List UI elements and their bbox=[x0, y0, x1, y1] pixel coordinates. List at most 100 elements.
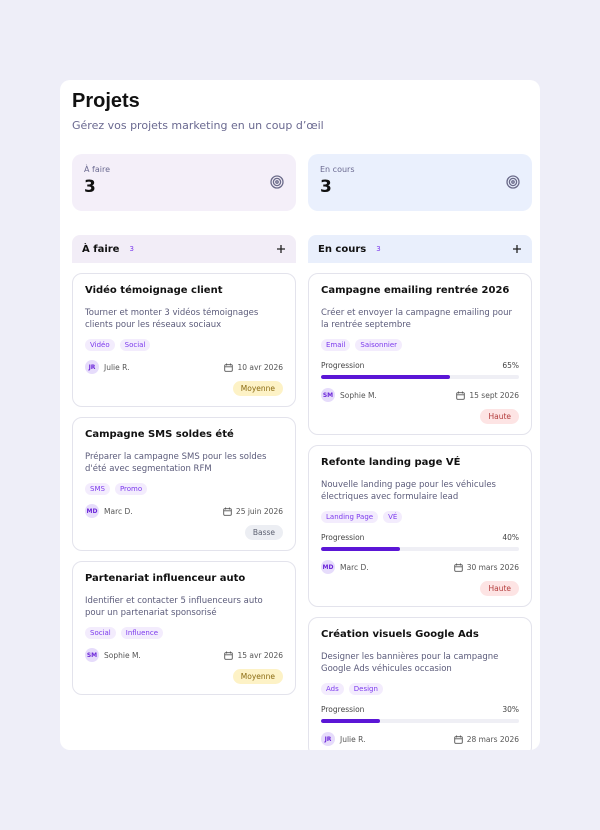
avatar: MD bbox=[85, 504, 99, 518]
tag: Ads bbox=[321, 683, 344, 695]
progress-row: Progression 65% bbox=[321, 361, 519, 370]
calendar-icon bbox=[453, 735, 463, 744]
assignee: Julie R. bbox=[104, 362, 130, 372]
tag: Landing Page bbox=[321, 511, 379, 523]
progress-label: 65% bbox=[502, 361, 519, 370]
calendar-icon bbox=[224, 651, 234, 660]
card-footer: SM Sophie M. 15 sept 2026 bbox=[321, 388, 519, 402]
calendar-icon bbox=[453, 563, 463, 572]
progress-label: 40% bbox=[502, 533, 519, 542]
avatar: SM bbox=[85, 648, 99, 662]
date-text: 30 mars 2026 bbox=[466, 562, 519, 572]
task-card[interactable]: Campagne SMS soldes été Préparer la campa… bbox=[72, 417, 296, 551]
avatar: MD bbox=[321, 560, 335, 574]
calendar-icon bbox=[224, 363, 234, 372]
card-footer: JR Julie R. 10 avr 2026 bbox=[85, 360, 283, 374]
card-footer: SM Sophie M. 15 avr 2026 bbox=[85, 648, 283, 662]
tags: Vidéo Social bbox=[85, 339, 283, 351]
assignee: Marc D. bbox=[104, 506, 133, 516]
progress-fill bbox=[321, 547, 401, 551]
priority-row: Haute bbox=[321, 581, 519, 596]
card-description: Préparer la campagne SMS pour les soldes… bbox=[85, 452, 267, 474]
avatar: SM bbox=[321, 388, 335, 402]
calendar-icon bbox=[456, 391, 466, 400]
task-card[interactable]: Partenariat influenceur auto Identifier e… bbox=[72, 561, 296, 695]
tag: Saisonnier bbox=[355, 339, 403, 351]
card-description: Designer les bannières pour la campagne … bbox=[321, 652, 499, 674]
progress-track bbox=[321, 547, 519, 551]
progress-fill bbox=[321, 719, 381, 723]
avatar: JR bbox=[85, 360, 99, 374]
stats: À faire 3 En cours 3 bbox=[72, 154, 532, 211]
stat-label: En cours bbox=[320, 165, 355, 174]
progress-title: Progression bbox=[321, 705, 365, 714]
tag: Social bbox=[119, 339, 151, 351]
card-title: Partenariat influenceur auto bbox=[85, 573, 246, 584]
progress-label: 30% bbox=[502, 705, 519, 714]
tag: VÉ bbox=[383, 511, 403, 523]
task-card[interactable]: Création visuels Google Ads Designer les … bbox=[308, 617, 532, 750]
due-date: 28 mars 2026 bbox=[453, 734, 519, 744]
date-text: 15 avr 2026 bbox=[237, 650, 283, 660]
assignee: Sophie M. bbox=[340, 390, 377, 400]
stat-card: En cours 3 bbox=[308, 154, 532, 211]
progress-title: Progression bbox=[321, 361, 365, 370]
assignee: Sophie M. bbox=[104, 650, 141, 660]
card-title: Vidéo témoignage client bbox=[85, 285, 223, 296]
count-badge: 3 bbox=[376, 245, 381, 253]
card-title: Campagne SMS soldes été bbox=[85, 429, 234, 440]
tag: Design bbox=[348, 683, 383, 695]
tags: Ads Design bbox=[321, 683, 519, 695]
subtitle: Gérez vos projets marketing en un coup d… bbox=[72, 119, 324, 132]
tag: Email bbox=[321, 339, 351, 351]
card-footer: MD Marc D. 25 juin 2026 bbox=[85, 504, 283, 518]
card-title: Campagne emailing rentrée 2026 bbox=[321, 285, 510, 296]
count-badge: 3 bbox=[129, 245, 134, 253]
task-card[interactable]: Campagne emailing rentrée 2026 Créer et e… bbox=[308, 273, 532, 435]
stat-value: 3 bbox=[320, 177, 332, 197]
tag: SMS bbox=[85, 483, 110, 495]
add-button[interactable] bbox=[512, 244, 522, 254]
column: En cours 3 Campagne emailing rentrée 2026 C… bbox=[308, 235, 532, 750]
target-icon bbox=[270, 175, 284, 189]
card-description: Tourner et monter 3 vidéos témoignages c… bbox=[85, 308, 259, 330]
due-date: 15 avr 2026 bbox=[224, 651, 283, 660]
card-title: Création visuels Google Ads bbox=[321, 629, 479, 640]
task-card[interactable]: Vidéo témoignage client Tourner et monter… bbox=[72, 273, 296, 407]
stat-card: À faire 3 bbox=[72, 154, 296, 211]
priority-row: Moyenne bbox=[85, 669, 283, 684]
due-date: 10 avr 2026 bbox=[224, 363, 283, 372]
progress-track bbox=[321, 375, 519, 379]
calendar-icon bbox=[223, 507, 232, 516]
card-description: Identifier et contacter 5 influenceurs a… bbox=[85, 596, 263, 618]
add-button[interactable] bbox=[276, 244, 286, 254]
priority-row: Haute bbox=[321, 409, 519, 424]
card-description: Créer et envoyer la campagne emailing po… bbox=[321, 308, 512, 330]
column-title: À faire bbox=[82, 243, 120, 255]
due-date: 15 sept 2026 bbox=[456, 391, 519, 400]
task-card[interactable]: Refonte landing page VÉ Nouvelle landing … bbox=[308, 445, 532, 607]
priority-badge: Haute bbox=[480, 581, 519, 596]
page-title: Projets bbox=[72, 90, 140, 112]
stat-value: 3 bbox=[84, 177, 96, 197]
due-date: 25 juin 2026 bbox=[223, 507, 283, 516]
date-text: 25 juin 2026 bbox=[235, 506, 283, 516]
card-title: Refonte landing page VÉ bbox=[321, 457, 461, 468]
card-footer: MD Marc D. 30 mars 2026 bbox=[321, 560, 519, 574]
assignee: Marc D. bbox=[340, 562, 369, 572]
column: À faire 3 Vidéo témoignage client Tourner e… bbox=[72, 235, 296, 750]
progress-row: Progression 40% bbox=[321, 533, 519, 542]
progress-row: Progression 30% bbox=[321, 705, 519, 714]
date-text: 28 mars 2026 bbox=[466, 734, 519, 744]
avatar: JR bbox=[321, 732, 335, 746]
column-title: En cours bbox=[318, 243, 367, 255]
tag: Influence bbox=[120, 627, 164, 639]
tag: Vidéo bbox=[85, 339, 115, 351]
priority-badge: Haute bbox=[480, 409, 519, 424]
tags: Email Saisonnier bbox=[321, 339, 519, 351]
priority-badge: Basse bbox=[244, 525, 283, 540]
panel: Projets Gérez vos projets marketing en u… bbox=[60, 80, 540, 750]
tags: SMS Promo bbox=[85, 483, 283, 495]
priority-row: Moyenne bbox=[85, 381, 283, 396]
